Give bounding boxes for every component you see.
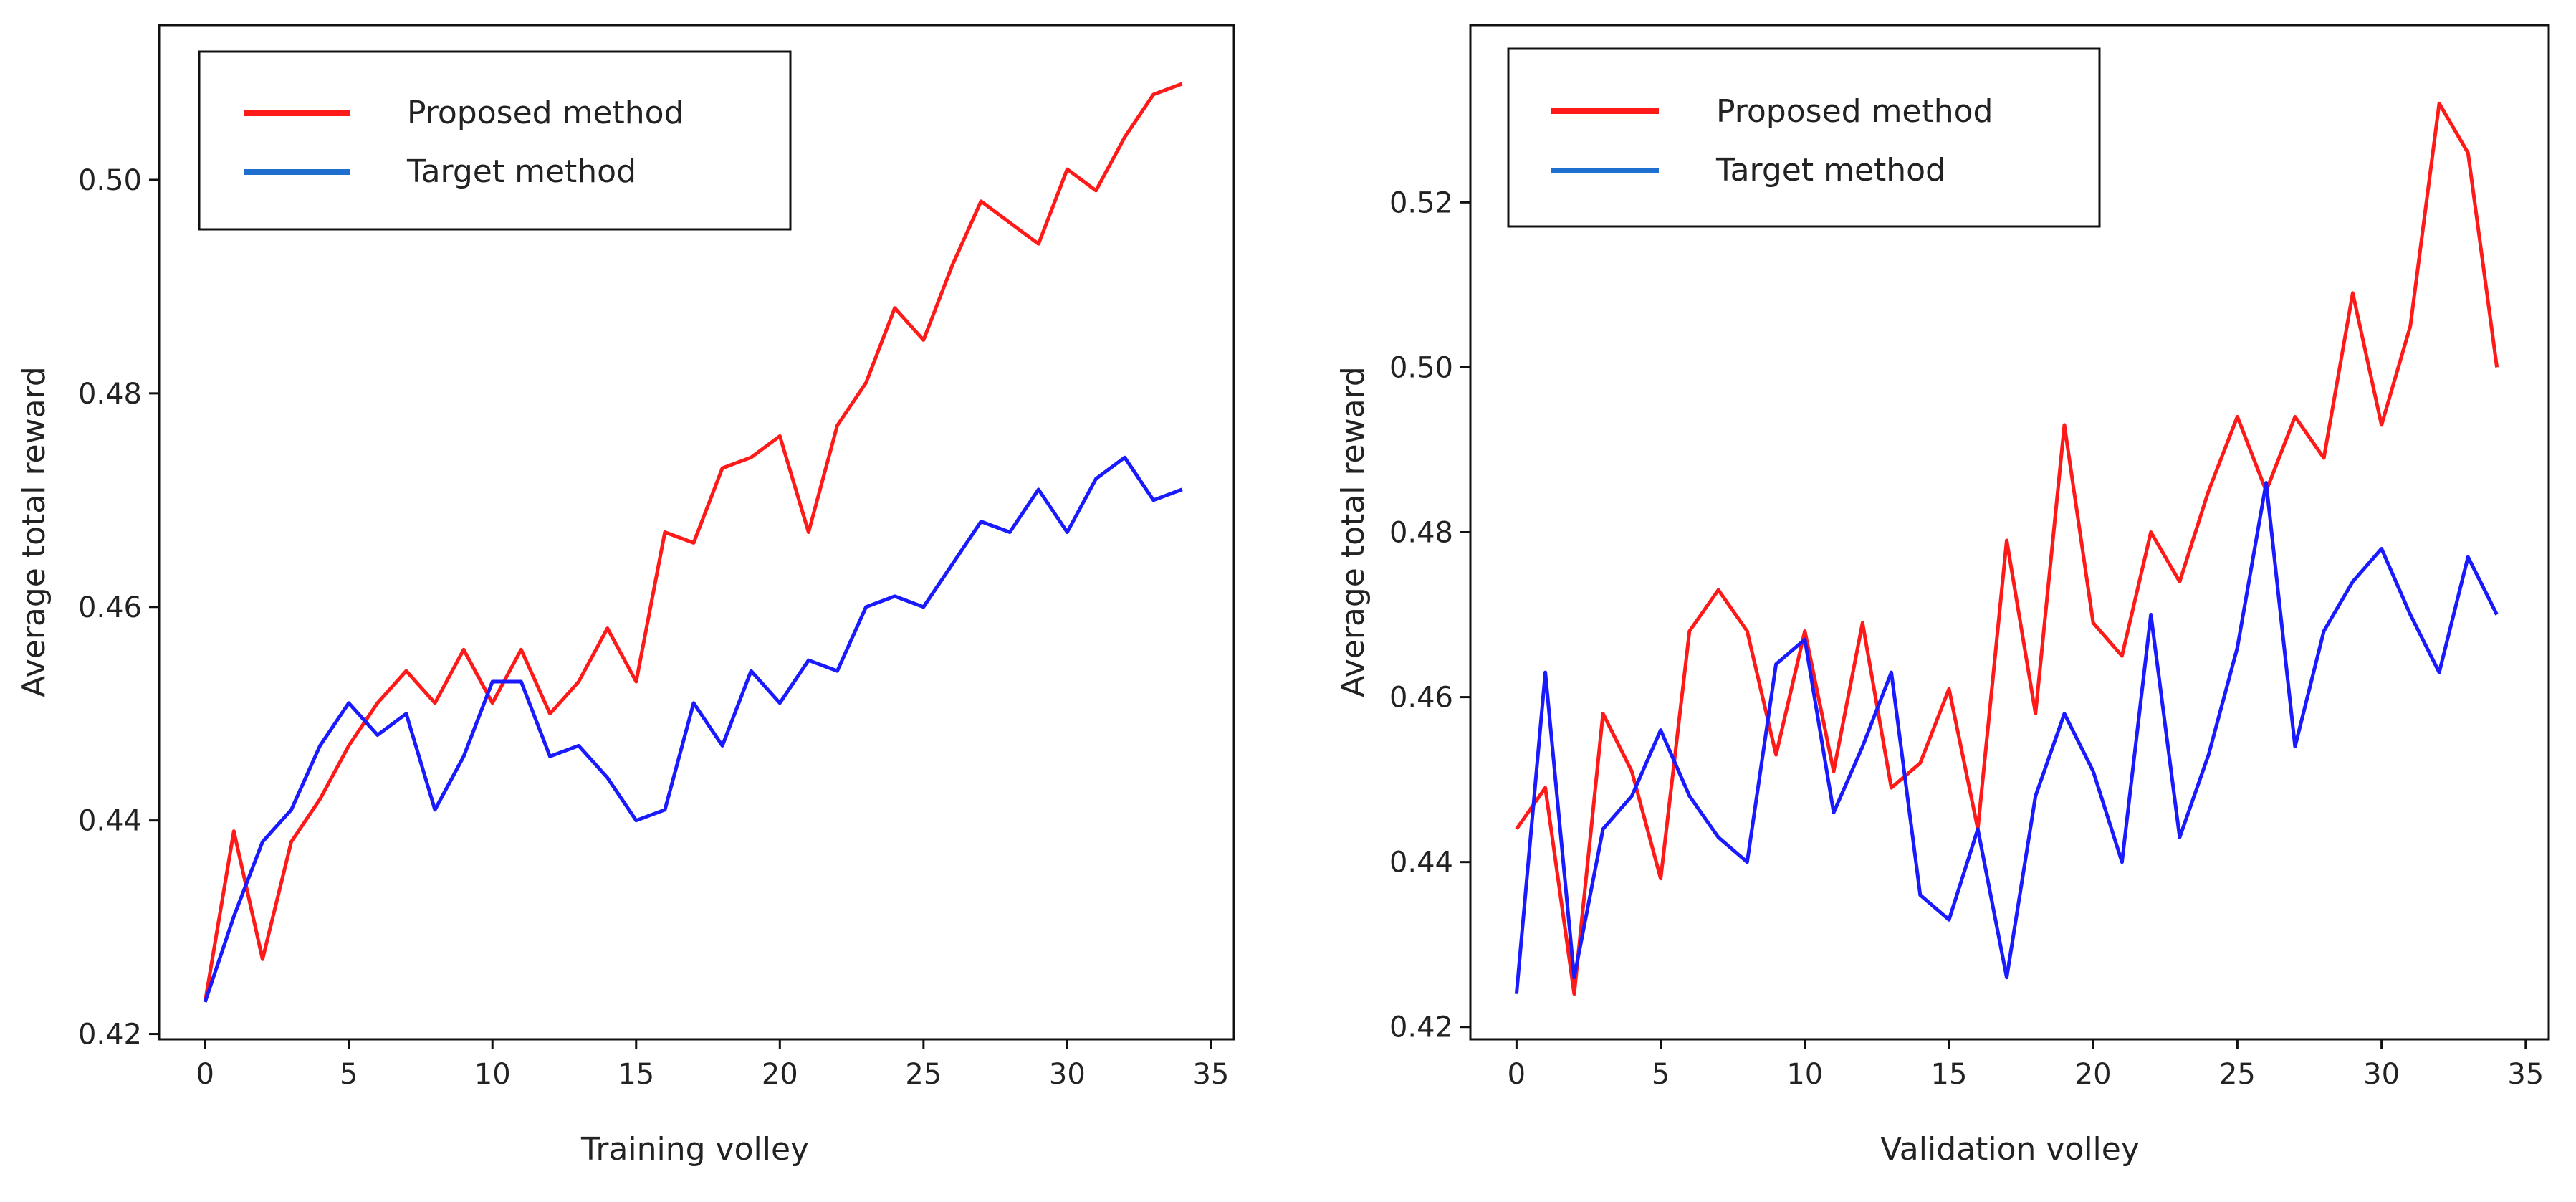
x-tick-label: 10 [1786,1058,1823,1091]
y-tick-label: 0.42 [1389,1011,1453,1044]
legend-box [1507,47,2101,228]
y-axis-label: Average total reward [1335,366,1371,697]
x-tick-label: 5 [340,1058,358,1091]
y-tick-label: 0.44 [78,805,142,838]
x-axis-label: Training volley [580,1131,809,1168]
series-line-proposed [203,82,1183,1003]
series-line-proposed [1515,101,2499,996]
axis-ticks-training: 0 5 10 15 20 25 30 35 0.42 0.44 0.46 0.48 0.50 [78,164,1229,1091]
y-tick-label: 0.48 [78,378,142,411]
legend-box [198,50,792,231]
y-tick-label: 0.50 [78,164,142,197]
x-tick-label: 20 [2075,1058,2112,1091]
x-tick-label: 20 [762,1058,798,1091]
legend-label-target: Target method [1715,152,1945,189]
legend-label-target: Target method [406,153,636,190]
x-tick-label: 5 [1652,1058,1670,1091]
x-tick-label: 30 [1049,1058,1086,1091]
x-tick-label: 0 [196,1058,214,1091]
x-tick-label: 15 [618,1058,654,1091]
x-tick-label: 0 [1508,1058,1526,1091]
x-axis-label: Validation volley [1880,1131,2140,1168]
series-layer-validation [1514,101,2499,996]
x-tick-label: 35 [2507,1058,2544,1091]
series-layer-training [203,82,1183,1003]
y-tick-label: 0.44 [1389,846,1453,879]
legend-label-proposed: Proposed method [1716,93,1993,130]
chart-panel-training: 0 5 10 15 20 25 30 35 0.42 0.44 0.46 0.48 0.50 Train… [16,24,1235,1168]
x-tick-label: 25 [2219,1058,2256,1091]
y-tick-label: 0.50 [1389,351,1453,384]
axis-ticks-validation: 0 5 10 15 20 25 30 35 0.42 0.44 0.46 0.48 0.50 0.52 [1389,186,2544,1091]
y-tick-label: 0.52 [1389,186,1453,219]
y-axis-label: Average total reward [16,366,52,697]
y-tick-label: 0.46 [78,591,142,624]
x-tick-label: 35 [1192,1058,1229,1091]
chart-panel-validation: 0 5 10 15 20 25 30 35 0.42 0.44 0.46 0.48 0.50 0.52 V… [1335,24,2550,1168]
x-tick-label: 15 [1931,1058,1968,1091]
x-tick-label: 25 [905,1058,942,1091]
legend-validation: Proposed method Target method [1507,47,2101,228]
x-tick-label: 10 [474,1058,511,1091]
legend-label-proposed: Proposed method [407,95,684,131]
plot-frame-training [158,24,1235,1041]
series-line-target [1514,481,2499,994]
legend-training: Proposed method Target method [198,50,792,231]
y-tick-label: 0.48 [1389,517,1453,550]
y-tick-label: 0.42 [78,1019,142,1051]
y-tick-label: 0.46 [1389,682,1453,715]
x-tick-label: 30 [2363,1058,2400,1091]
series-line-target [203,455,1183,1003]
